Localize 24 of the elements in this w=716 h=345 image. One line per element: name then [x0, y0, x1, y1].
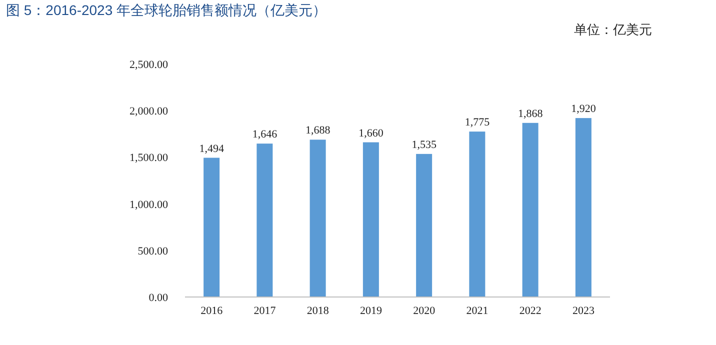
x-tick-label: 2022	[519, 305, 542, 317]
x-tick-label: 2021	[466, 305, 488, 317]
x-tick-label: 2019	[360, 305, 382, 317]
data-label: 1,775	[464, 116, 490, 129]
x-tick-label: 2017	[254, 305, 276, 317]
x-tick-label: 2023	[572, 305, 595, 317]
y-tick-label: 2,500.00	[130, 59, 168, 71]
data-label: 1,646	[252, 128, 278, 141]
data-label: 1,535	[412, 138, 437, 151]
data-label: 1,660	[358, 127, 384, 140]
x-tick-label: 2020	[413, 305, 436, 317]
title: 图 5：2016-2023 年全球轮胎销售额情况（亿美元）	[6, 2, 327, 18]
x-tick-label: 2016	[200, 305, 224, 317]
y-tick-label: 2,000.00	[130, 106, 168, 118]
y-tick-label: 500.00	[138, 245, 168, 258]
subtitle: 单位：亿美元	[574, 22, 652, 37]
data-label: 1,688	[305, 124, 331, 137]
data-label: 1,920	[571, 103, 596, 116]
y-tick-label: 1,500.00	[130, 152, 168, 164]
y-tick-label: 1,000.00	[130, 198, 168, 211]
y-tick-label: 0.00	[148, 292, 168, 304]
data-label: 1,868	[518, 108, 544, 120]
x-tick-label: 2018	[306, 305, 330, 317]
data-label: 1,494	[199, 142, 224, 155]
